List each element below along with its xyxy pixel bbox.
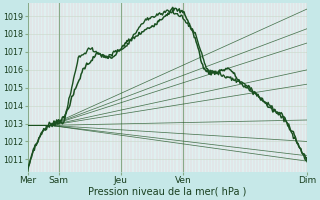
- X-axis label: Pression niveau de la mer( hPa ): Pression niveau de la mer( hPa ): [88, 187, 247, 197]
